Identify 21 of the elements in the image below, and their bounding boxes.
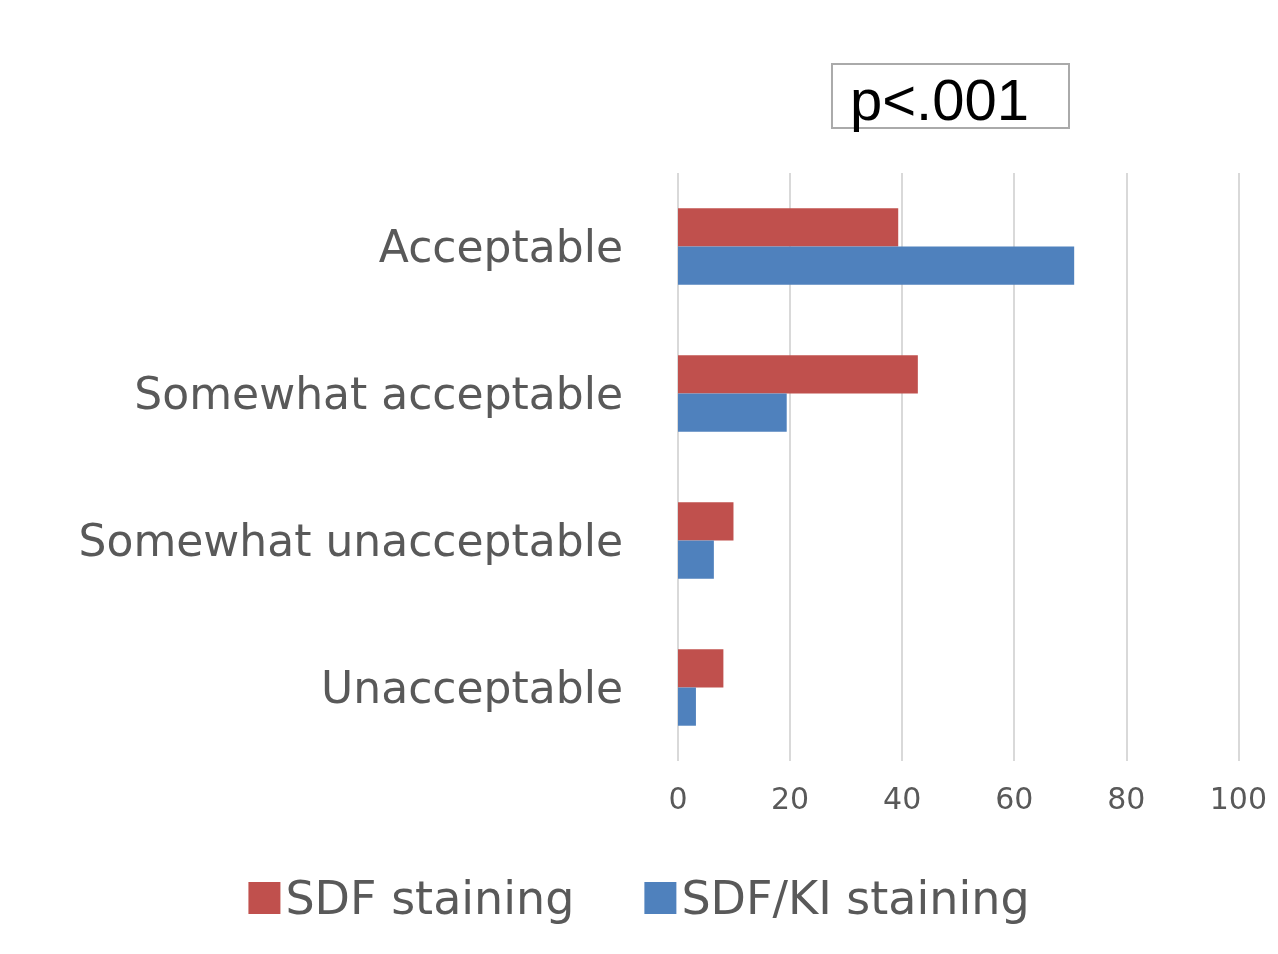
bar [678,208,899,247]
legend-label: SDF staining [285,871,575,925]
y-tick-label: Unacceptable [321,662,623,713]
x-tick-label: 40 [883,780,922,816]
x-tick-label: 80 [1107,780,1146,816]
bar [678,393,787,432]
bar [678,246,1075,285]
x-tick-label: 60 [995,780,1034,816]
bar [678,649,724,688]
bar [678,355,918,394]
y-tick-label: Somewhat unacceptable [78,515,623,566]
legend-label: SDF/KI staining [681,871,1030,925]
x-tick-label: 20 [770,780,810,816]
bar [678,687,696,726]
x-tick-label: 100 [1209,780,1267,816]
y-tick-label: Acceptable [378,221,623,272]
bar [678,502,734,541]
y-tick-label: Somewhat acceptable [134,368,623,419]
bar [678,540,714,579]
x-tick-label: 0 [668,780,688,816]
text: p<.001 [849,66,1029,132]
